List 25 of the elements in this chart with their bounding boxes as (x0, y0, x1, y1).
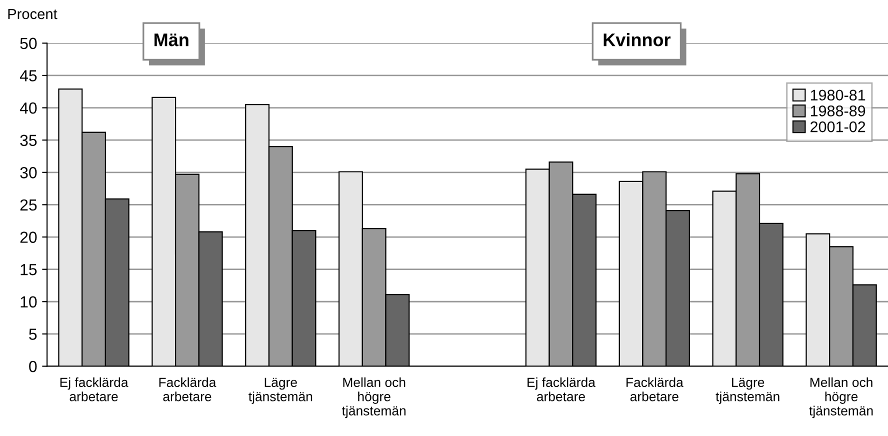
x-tick-label: Facklärda arbetare (159, 377, 216, 402)
x-tick-label: Facklärda arbetare (626, 377, 684, 402)
x-tick-label: Ej facklärda arbetare (528, 377, 596, 402)
x-tick-label: Mellan och högre tjänstemän (342, 377, 406, 418)
y-tick-label: 25 (20, 199, 37, 211)
x-tick-label: Mellan och högre tjänstemän (809, 377, 873, 418)
legend-label: 1980-81 (810, 90, 866, 101)
y-tick-label: 5 (29, 328, 37, 340)
legend-label: 2001-02 (810, 121, 866, 132)
y-tick-label: 15 (20, 264, 37, 276)
y-tick-label: 10 (20, 296, 37, 308)
x-tick-label: Ej facklärda arbetare (60, 377, 128, 402)
y-axis-title: Procent (8, 9, 58, 20)
annotation: Män (154, 34, 188, 46)
y-tick-label: 50 (20, 38, 37, 50)
y-tick-label: 0 (29, 360, 37, 372)
y-tick-label: 30 (20, 167, 37, 178)
annotation: Kvinnor (604, 33, 671, 46)
y-tick-label: 40 (20, 102, 37, 114)
y-tick-label: 35 (20, 134, 37, 146)
x-tick-label: Lägre tjänstemän (716, 378, 780, 404)
legend-label: 1988-89 (810, 106, 866, 116)
y-tick-label: 20 (20, 232, 37, 243)
y-tick-label: 45 (20, 70, 37, 82)
x-tick-label: Lägre tjänstemän (248, 378, 312, 404)
